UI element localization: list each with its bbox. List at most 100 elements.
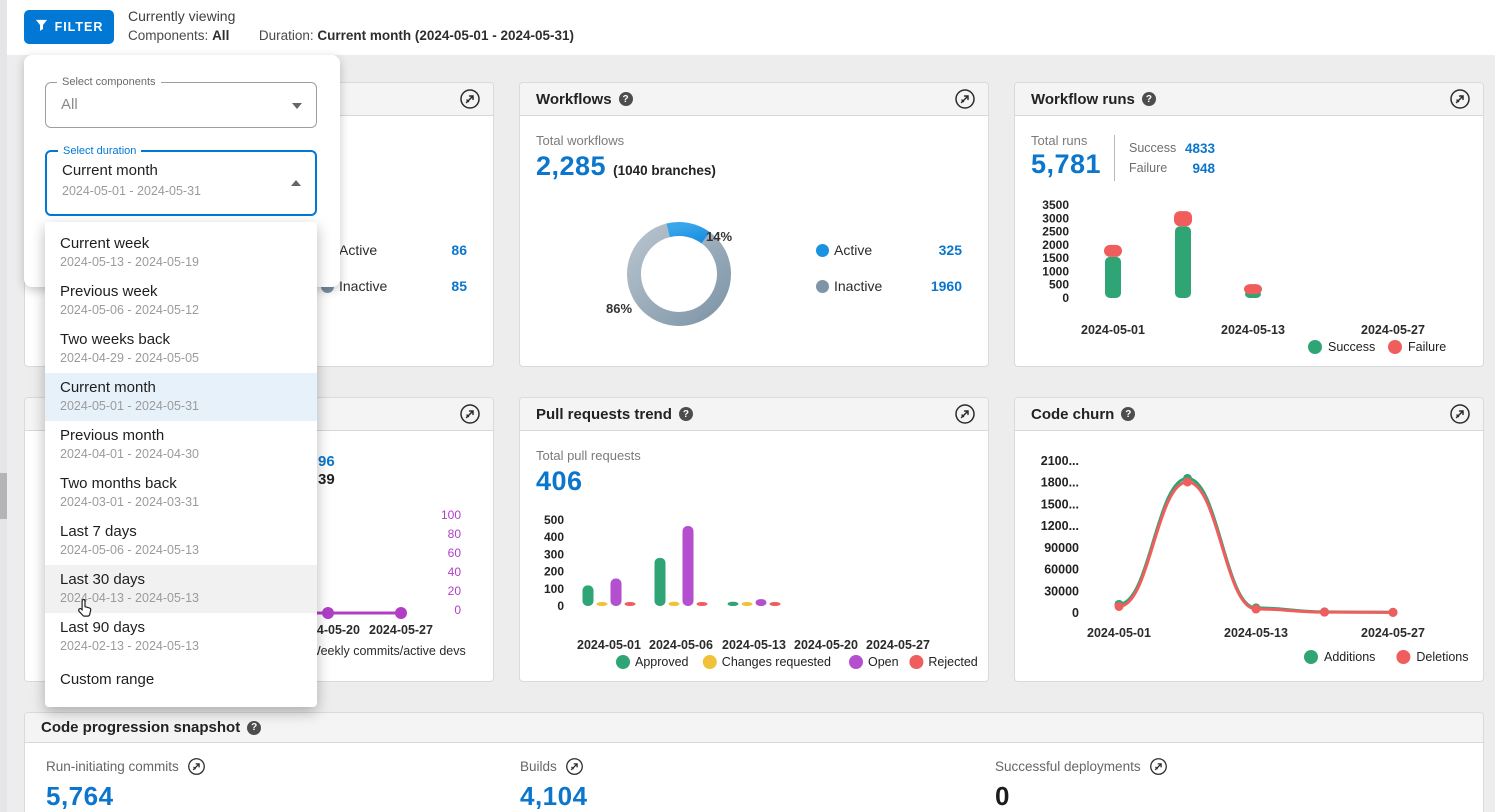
svg-text:90000: 90000 (1044, 541, 1079, 555)
expand-icon[interactable] (187, 757, 206, 776)
active-legend-dot (816, 244, 829, 257)
expand-icon[interactable] (1449, 88, 1471, 110)
code-churn-card: Code churn ? 0 30000 60000 90000 1200... 1500… (1014, 397, 1484, 682)
inactive-legend-value: 1960 (930, 278, 962, 294)
right-axis-tick: 0 (454, 603, 461, 617)
option-label: Last 30 days (60, 571, 146, 588)
svg-text:0: 0 (557, 599, 564, 613)
mouse-cursor-hand (76, 598, 96, 625)
duration-option-previous-month[interactable]: Previous month 2024-04-01 - 2024-04-30 (45, 421, 317, 469)
card-header: Code churn ? (1015, 398, 1483, 431)
svg-text:100: 100 (544, 582, 564, 596)
card-header: Pull requests trend ? (520, 398, 988, 431)
option-range: 2024-04-29 - 2024-05-05 (60, 351, 199, 365)
select-components-label: Select components (57, 76, 161, 88)
svg-text:2024-05-06: 2024-05-06 (649, 638, 713, 652)
option-label: Current week (60, 235, 150, 252)
right-axis-tick: 80 (447, 527, 461, 541)
option-label: Previous week (60, 283, 158, 300)
duration-option-custom-range[interactable]: Custom range (45, 661, 317, 700)
total-prs-value: 406 (536, 466, 583, 496)
svg-text:86%: 86% (606, 301, 632, 316)
pull-requests-card: Pull requests trend ? Total pull request… (519, 397, 989, 682)
svg-text:1200...: 1200... (1041, 519, 1079, 533)
option-label: Last 7 days (60, 523, 137, 540)
duration-option-last-7-days[interactable]: Last 7 days 2024-05-06 - 2024-05-13 (45, 517, 317, 565)
svg-text:Success: Success (1328, 340, 1375, 354)
top-bar: FILTER Currently viewing Components: All… (0, 0, 1495, 55)
svg-text:2024-05-27: 2024-05-27 (1361, 323, 1425, 337)
successful-deployments-label: Successful deployments (995, 759, 1141, 774)
help-icon[interactable]: ? (1121, 407, 1136, 421)
total-runs-label: Total runs (1031, 133, 1088, 148)
card-title: Pull requests trend (536, 405, 672, 423)
help-icon[interactable]: ? (1141, 92, 1156, 106)
select-components-field[interactable]: Select components All (45, 76, 317, 128)
svg-text:2024-05-27: 2024-05-27 (1361, 626, 1425, 640)
svg-text:0: 0 (1072, 606, 1079, 620)
duration-value: Current month (2024-05-01 - 2024-05-31) (317, 28, 574, 43)
workflows-donut-chart: 14% 86% (606, 222, 732, 326)
duration-option-previous-week[interactable]: Previous week 2024-05-06 - 2024-05-12 (45, 277, 317, 325)
duration-option-last-90-days[interactable]: Last 90 days 2024-02-13 - 2024-05-13 (45, 613, 317, 661)
option-range: 2024-03-01 - 2024-03-31 (60, 495, 199, 509)
left-scrollbar-thumb[interactable] (0, 473, 7, 519)
duration-option-current-week[interactable]: Current week 2024-05-13 - 2024-05-19 (45, 229, 317, 277)
duration-option-two-weeks-back[interactable]: Two weeks back 2024-04-29 - 2024-05-05 (45, 325, 317, 373)
components-label: Components: (128, 28, 209, 43)
option-label: Custom range (60, 671, 155, 688)
svg-text:500: 500 (544, 513, 564, 527)
inactive-legend-value: 85 (451, 278, 467, 294)
help-icon[interactable]: ? (247, 720, 262, 735)
expand-icon[interactable] (565, 757, 584, 776)
svg-text:2024-05-13: 2024-05-13 (1224, 626, 1288, 640)
workflow-runs-card: Workflow runs ? Total runs 5,781 Success… (1014, 82, 1484, 367)
duration-option-two-months-back[interactable]: Two months back 2024-03-01 - 2024-03-31 (45, 469, 317, 517)
svg-text:300: 300 (544, 547, 564, 561)
currently-viewing-block: Currently viewing Components: All Durati… (128, 8, 574, 43)
inactive-legend-dot (816, 280, 829, 293)
expand-icon[interactable] (1149, 757, 1168, 776)
code-churn-line-chart: 0 30000 60000 90000 1200... 1500... 1800... 210… (1041, 454, 1469, 664)
active-legend-value: 86 (451, 242, 467, 258)
svg-text:2024-05-13: 2024-05-13 (722, 638, 786, 652)
left-scrollbar-track[interactable] (0, 0, 7, 812)
option-range: 2024-05-06 - 2024-05-12 (60, 303, 199, 317)
option-label: Last 90 days (60, 619, 146, 636)
help-icon[interactable]: ? (618, 92, 633, 106)
duration-label: Duration: (258, 28, 314, 43)
right-axis-tick: 100 (440, 508, 461, 522)
svg-text:200: 200 (544, 565, 564, 579)
filter-button[interactable]: FILTER (24, 10, 114, 44)
builds-value: 4,104 (520, 781, 588, 811)
expand-icon[interactable] (459, 88, 481, 110)
expand-icon[interactable] (459, 403, 481, 425)
select-duration-field[interactable]: Select duration Current month 2024-05-01… (45, 145, 317, 216)
help-icon[interactable]: ? (678, 407, 693, 421)
option-label: Two weeks back (60, 331, 171, 348)
expand-icon[interactable] (1449, 403, 1471, 425)
option-range: 2024-04-13 - 2024-05-13 (60, 591, 199, 605)
option-range: 2024-05-13 - 2024-05-19 (60, 255, 199, 269)
svg-text:2100...: 2100... (1041, 454, 1079, 468)
svg-text:1800...: 1800... (1041, 476, 1079, 490)
right-axis-tick: 20 (447, 584, 461, 598)
currently-viewing-label: Currently viewing (128, 8, 236, 24)
filter-funnel-icon (35, 19, 48, 35)
duration-option-current-month[interactable]: Current month 2024-05-01 - 2024-05-31 (45, 373, 317, 421)
run-initiating-commits-value: 5,764 (46, 781, 114, 811)
option-label: Current month (60, 379, 156, 396)
svg-text:Changes requested: Changes requested (722, 655, 831, 669)
components-value: All (212, 28, 230, 43)
expand-icon[interactable] (954, 403, 976, 425)
right-axis-tick: 40 (447, 565, 461, 579)
failure-label: Failure (1129, 161, 1168, 175)
expand-icon[interactable] (954, 88, 976, 110)
card-title: Code churn (1031, 405, 1115, 423)
option-range: 2024-04-01 - 2024-04-30 (60, 447, 199, 461)
success-value: 4833 (1184, 141, 1215, 156)
duration-option-last-30-days[interactable]: Last 30 days 2024-04-13 - 2024-05-13 (45, 565, 317, 613)
chevron-up-icon (291, 180, 301, 186)
